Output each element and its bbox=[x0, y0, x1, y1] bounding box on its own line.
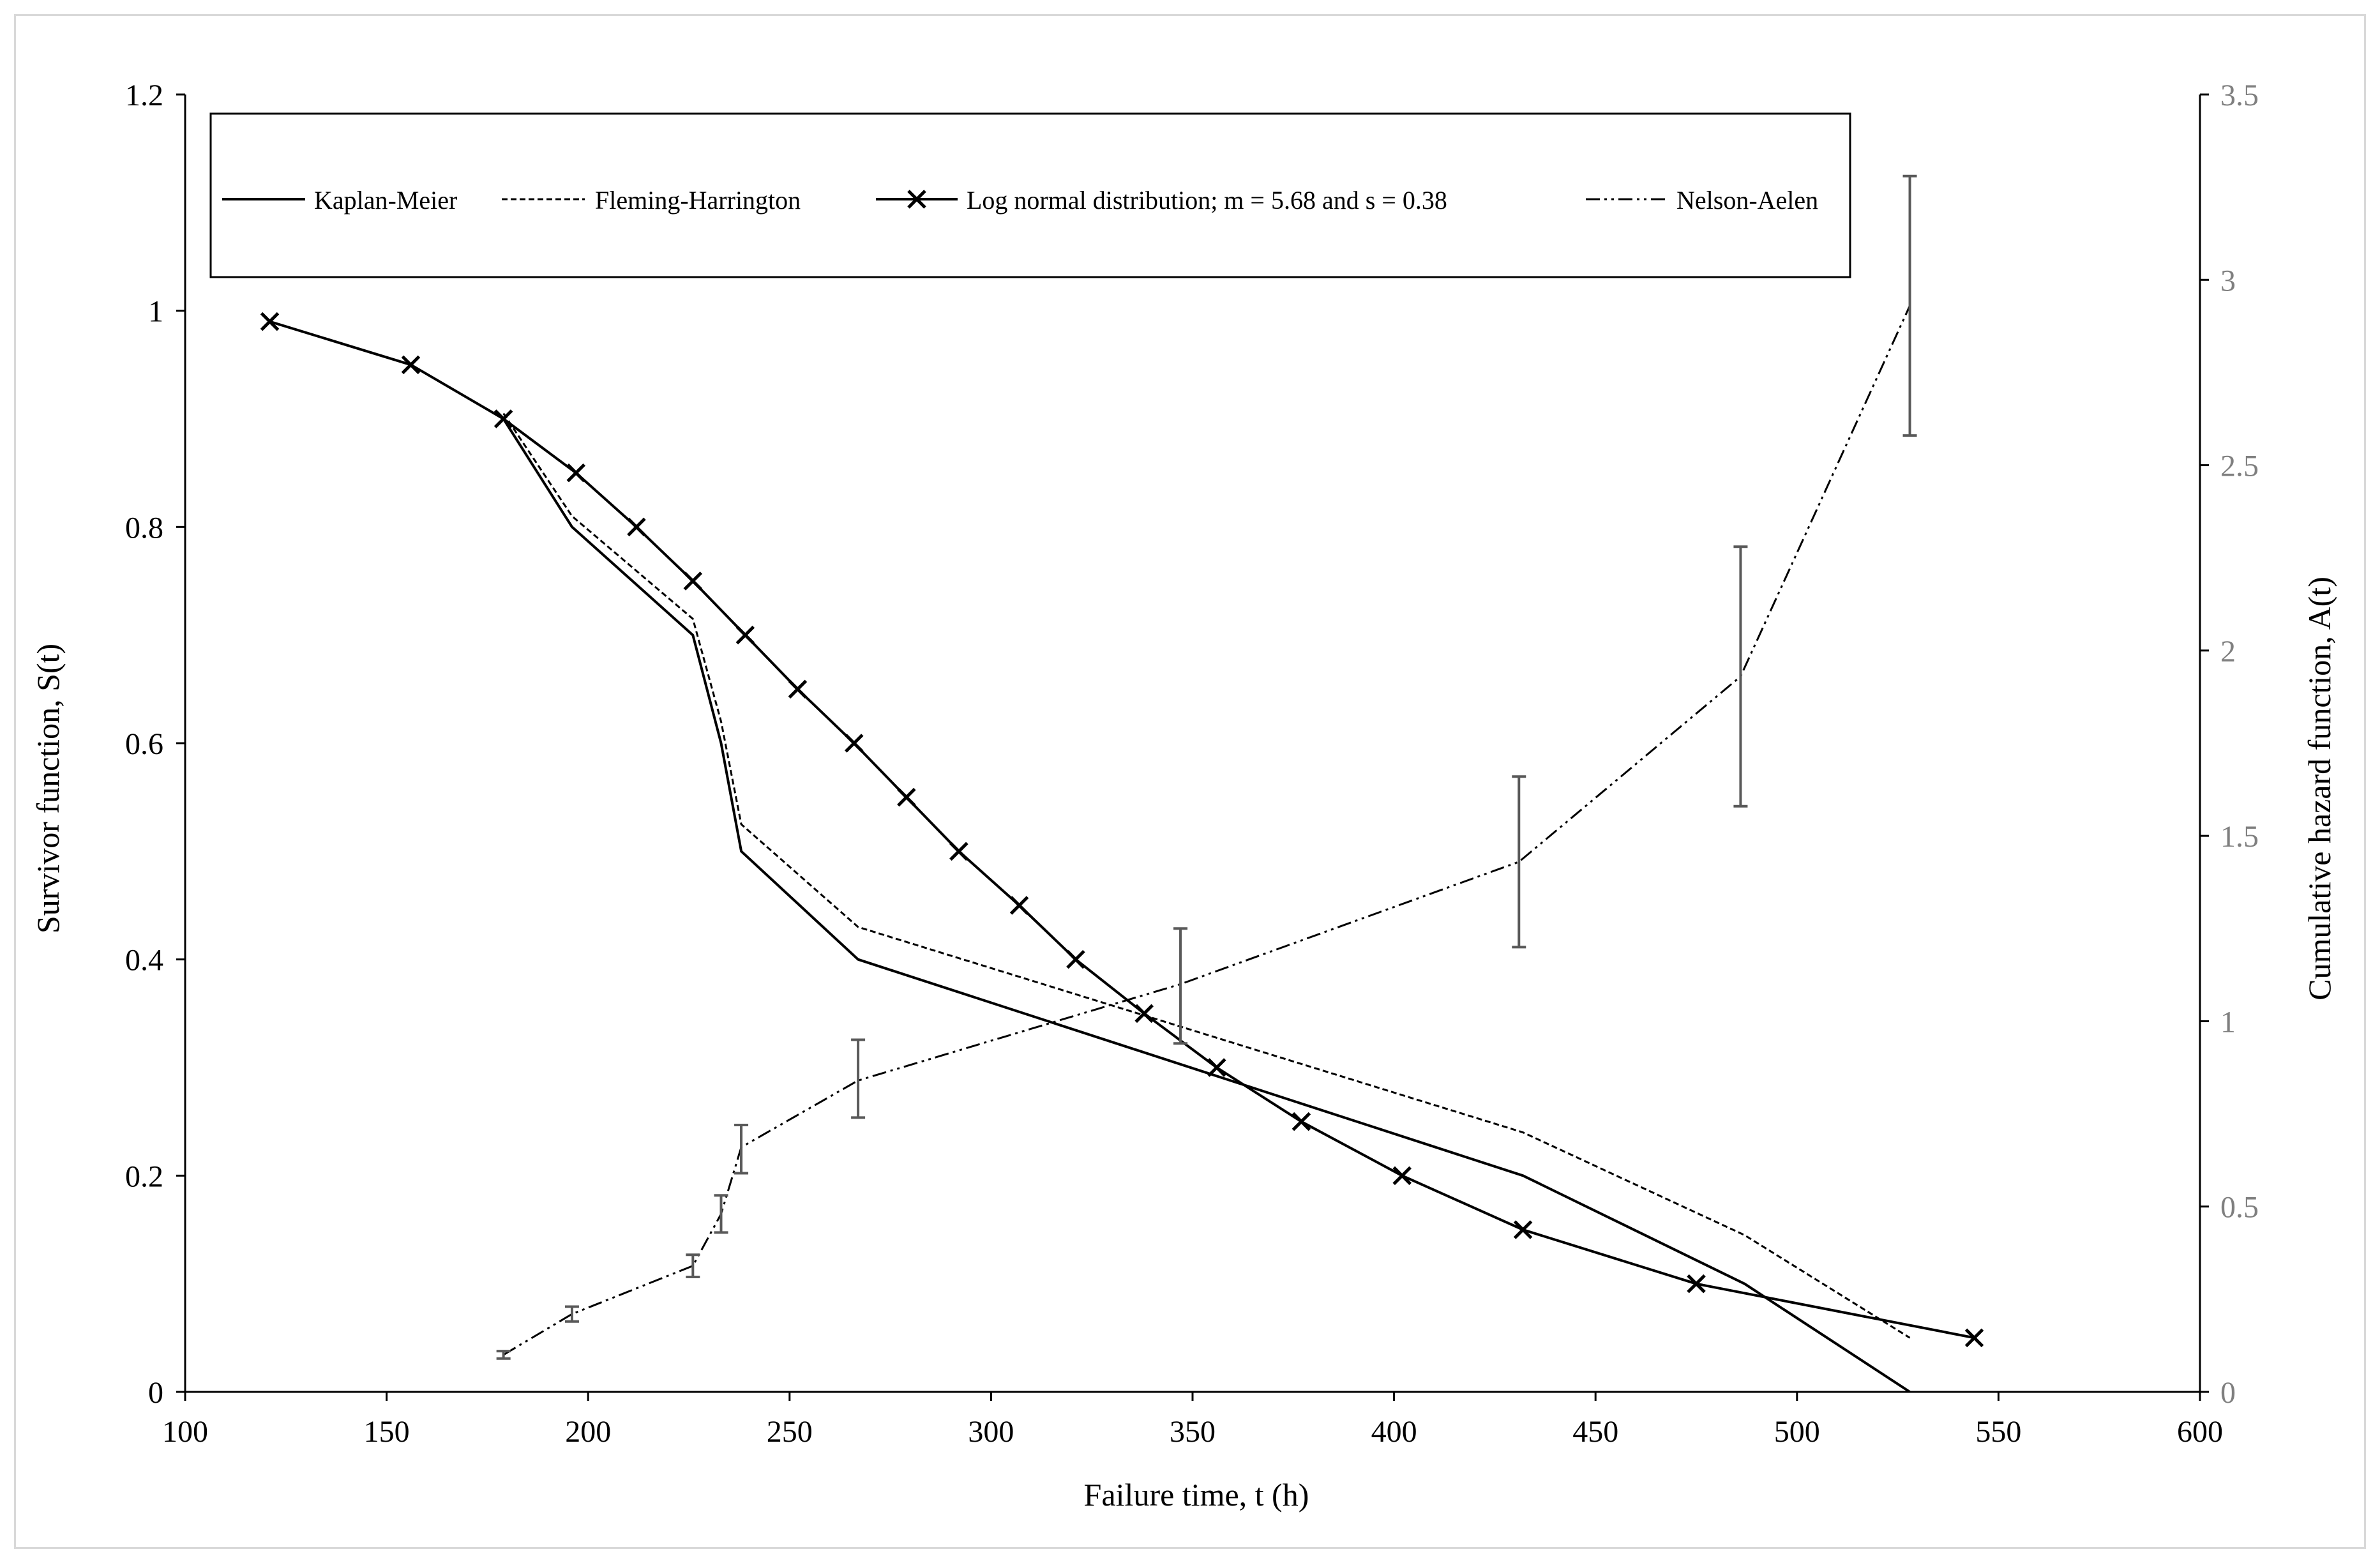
marker-stroke bbox=[1392, 1166, 1412, 1186]
x-tick-label: 550 bbox=[1975, 1415, 2021, 1449]
marker-stroke bbox=[1292, 1112, 1311, 1131]
data-point-marker bbox=[1134, 1004, 1154, 1023]
y2-tick-label: 0 bbox=[2220, 1376, 2236, 1410]
legend: Kaplan-Meier Fleming-Harrington Log norm… bbox=[209, 112, 1851, 278]
legend-label-nelson-aelen: Nelson-Aelen bbox=[1676, 186, 1818, 215]
marker-stroke bbox=[1964, 1328, 1984, 1348]
error-bar bbox=[496, 1350, 511, 1360]
chart-axes bbox=[184, 94, 2201, 1393]
y-tick-label: 0.6 bbox=[125, 727, 163, 761]
x-tick-label: 500 bbox=[1774, 1415, 1820, 1449]
y2-axis-label: Cumulative hazard function, A(t) bbox=[2301, 577, 2337, 1000]
y-tick-label: 1 bbox=[148, 295, 163, 329]
data-point-marker bbox=[1009, 896, 1029, 915]
error-bar bbox=[714, 1194, 728, 1234]
marker-stroke bbox=[897, 787, 916, 807]
marker-stroke bbox=[1207, 1058, 1226, 1077]
marker-stroke bbox=[683, 571, 703, 591]
legend-label-kaplan-meier: Kaplan-Meier bbox=[314, 186, 457, 215]
data-point-marker bbox=[897, 787, 916, 807]
data-point-marker bbox=[1513, 1220, 1533, 1239]
data-point-marker bbox=[401, 355, 421, 375]
data-point-marker bbox=[1207, 1058, 1226, 1077]
y2-tick-label: 0.5 bbox=[2220, 1191, 2259, 1225]
x-tick-label: 400 bbox=[1371, 1415, 1417, 1449]
chart-ticks: 100 150 200 250 300 350 400 450 500 550 600 0 0.2 0.4… bbox=[125, 79, 2259, 1449]
legend-label-log-normal: Log normal distribution; m = 5.68 and s … bbox=[967, 186, 1447, 215]
legend-box bbox=[209, 112, 1851, 278]
y2-tick-label: 3.5 bbox=[2220, 79, 2259, 112]
marker-stroke bbox=[1009, 896, 1029, 915]
y-tick-label: 1.2 bbox=[125, 79, 163, 112]
marker-stroke bbox=[1687, 1274, 1706, 1294]
series-line-3 bbox=[502, 305, 1911, 1356]
x-tick-label: 300 bbox=[968, 1415, 1014, 1449]
data-point-marker bbox=[1392, 1166, 1412, 1186]
marker-stroke bbox=[1513, 1220, 1533, 1239]
error-bar bbox=[1173, 927, 1188, 1045]
marker-stroke bbox=[845, 734, 864, 753]
error-bar bbox=[851, 1038, 866, 1119]
data-point-marker bbox=[627, 517, 646, 537]
x-axis-label: Failure time, t (h) bbox=[1084, 1477, 1309, 1513]
y2-tick-label: 2.5 bbox=[2220, 449, 2259, 483]
x-tick-label: 350 bbox=[1170, 1415, 1216, 1449]
error-bar bbox=[734, 1123, 749, 1175]
y-tick-label: 0.4 bbox=[125, 944, 163, 978]
data-point-marker bbox=[735, 625, 755, 645]
marker-stroke bbox=[401, 355, 421, 375]
x-tick-label: 100 bbox=[162, 1415, 208, 1449]
data-point-marker bbox=[566, 463, 586, 483]
x-tick-label: 450 bbox=[1572, 1415, 1618, 1449]
marker-stroke bbox=[627, 517, 646, 537]
x-tick-label: 600 bbox=[2177, 1415, 2223, 1449]
y-tick-label: 0.2 bbox=[125, 1159, 163, 1193]
x-tick-label: 250 bbox=[767, 1415, 813, 1449]
marker-stroke bbox=[1066, 949, 1085, 969]
error-bar bbox=[1733, 545, 1748, 808]
y2-tick-label: 3 bbox=[2220, 264, 2236, 298]
data-point-marker bbox=[260, 312, 280, 331]
legend-marker-log-normal bbox=[907, 190, 926, 209]
legend-label-fleming-harrington: Fleming-Harrington bbox=[595, 186, 801, 215]
chart-frame bbox=[14, 14, 2366, 1549]
data-point-marker bbox=[1292, 1112, 1311, 1131]
chart-series bbox=[260, 174, 1984, 1393]
marker-stroke bbox=[735, 625, 755, 645]
data-point-marker bbox=[1687, 1274, 1706, 1294]
data-point-marker bbox=[788, 679, 808, 699]
data-point-marker bbox=[493, 409, 513, 428]
error-bar bbox=[686, 1253, 700, 1279]
x-tick-label: 200 bbox=[565, 1415, 611, 1449]
marker-stroke bbox=[493, 409, 513, 428]
marker-stroke bbox=[260, 312, 280, 331]
error-bar bbox=[564, 1305, 579, 1323]
error-bar bbox=[1902, 174, 1917, 437]
y2-tick-label: 1.5 bbox=[2220, 820, 2259, 854]
data-point-marker bbox=[683, 571, 703, 591]
y2-tick-label: 1 bbox=[2220, 1005, 2236, 1039]
marker-stroke bbox=[788, 679, 808, 699]
data-point-marker bbox=[1066, 949, 1085, 969]
y-axis-label: Survivor function, S(t) bbox=[30, 644, 66, 933]
series-line-2 bbox=[269, 320, 1975, 1340]
marker-stroke bbox=[949, 842, 968, 861]
series-line-1 bbox=[502, 412, 1911, 1339]
data-point-marker bbox=[1964, 1328, 1984, 1348]
y-tick-label: 0.8 bbox=[125, 511, 163, 545]
marker-stroke bbox=[566, 463, 586, 483]
data-point-marker bbox=[949, 842, 968, 861]
data-point-marker bbox=[845, 734, 864, 753]
marker-stroke bbox=[1134, 1004, 1154, 1023]
y2-tick-label: 2 bbox=[2220, 635, 2236, 668]
error-bar bbox=[1512, 775, 1526, 949]
y-tick-label: 0 bbox=[148, 1376, 163, 1410]
series-line-0 bbox=[502, 418, 1911, 1393]
x-tick-label: 150 bbox=[364, 1415, 410, 1449]
